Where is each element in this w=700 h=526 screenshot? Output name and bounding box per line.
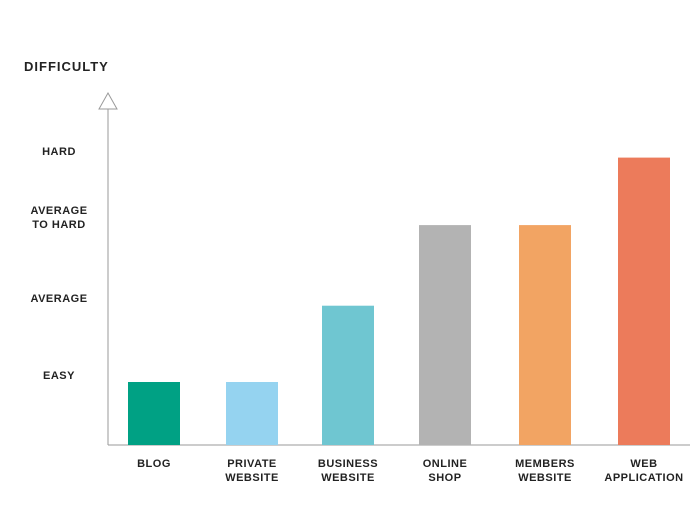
y-tick-label: AVERAGE TO HARD — [30, 205, 87, 231]
y-tick-label: EASY — [43, 370, 75, 382]
x-tick-label: PRIVATE WEBSITE — [225, 458, 279, 484]
y-tick-label: HARD — [42, 146, 76, 158]
x-tick-label: WEB APPLICATION — [604, 458, 683, 484]
chart-title: DIFFICULTY — [24, 59, 109, 74]
bars — [128, 157, 670, 445]
x-tick-label: BUSINESS WEBSITE — [318, 458, 378, 484]
x-tick-label: ONLINE SHOP — [423, 458, 468, 484]
bar-private-website — [226, 382, 278, 445]
y-tick-labels: EASY AVERAGE AVERAGE TO HARD HARD — [30, 146, 87, 382]
x-tick-label: MEMBERS WEBSITE — [515, 458, 575, 484]
y-tick-label: AVERAGE — [30, 293, 87, 305]
y-axis-arrow-icon — [98, 91, 118, 110]
x-tick-label: BLOG — [137, 458, 171, 470]
bar-business-website — [322, 305, 374, 445]
x-tick-labels: BLOG PRIVATE WEBSITE BUSINESS WEBSITE ONLINE S… — [137, 458, 683, 484]
bar-online-shop — [419, 225, 471, 445]
bar-members-website — [519, 225, 571, 445]
bar-web-application — [618, 157, 670, 445]
axes — [98, 91, 690, 446]
bar-blog — [128, 382, 180, 445]
